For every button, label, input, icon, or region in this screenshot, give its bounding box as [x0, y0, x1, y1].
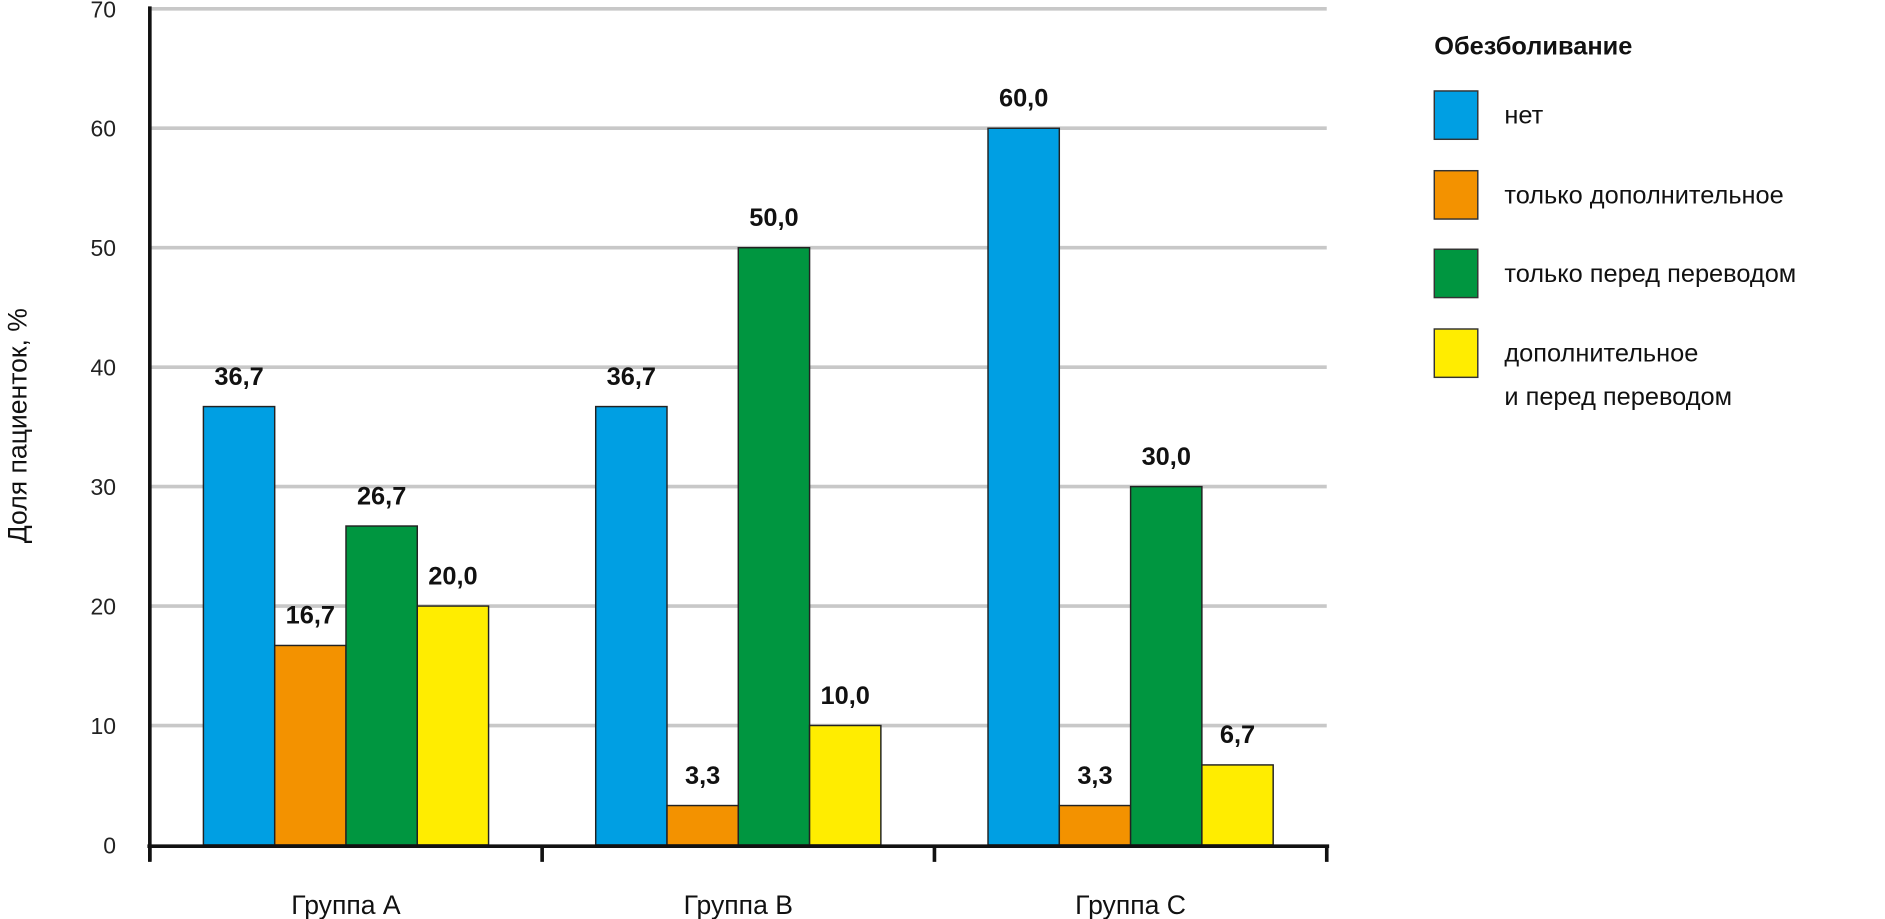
x-tick-label: Группа A: [291, 890, 401, 919]
data-label: 36,7: [607, 363, 656, 391]
legend-title: Обезболивание: [1434, 33, 1632, 61]
bars: [202, 127, 1274, 846]
bar: [1129, 485, 1203, 846]
bar: [666, 804, 740, 846]
bar: [1058, 804, 1132, 846]
data-label: 20,0: [428, 562, 477, 590]
legend-swatch: [1433, 90, 1479, 141]
y-tick-label: 70: [90, 0, 116, 22]
bar: [416, 605, 490, 846]
legend-label: и перед переводом: [1504, 383, 1732, 411]
y-tick-label: 40: [90, 355, 116, 381]
legend-label: только дополнительное: [1504, 181, 1783, 209]
x-tick-label: Группа C: [1075, 890, 1186, 919]
x-tick-labels: Группа A Группа B Группа C: [291, 890, 1186, 919]
data-label: 30,0: [1142, 443, 1191, 471]
data-label: 50,0: [749, 204, 798, 232]
legend-swatch: [1433, 328, 1479, 379]
data-label: 16,7: [286, 602, 335, 630]
data-label: 36,7: [214, 363, 263, 391]
bar: [737, 246, 811, 846]
data-label: 6,7: [1220, 721, 1255, 749]
x-axis-ticks: [148, 846, 1329, 862]
y-tick-label: 30: [90, 474, 116, 500]
y-tick-label: 20: [90, 594, 116, 620]
y-tick-label: 0: [103, 832, 116, 858]
y-tick-label: 10: [90, 713, 116, 739]
x-tick-label: Группа B: [684, 890, 793, 919]
data-label: 60,0: [999, 84, 1048, 112]
bar: [987, 127, 1061, 846]
legend-swatch: [1433, 169, 1479, 220]
y-tick-labels: 0 10 20 30 40 50 60 70: [90, 0, 116, 858]
bar: [594, 405, 668, 846]
y-tick-label: 50: [90, 235, 116, 261]
legend-label: нет: [1504, 102, 1543, 130]
data-label: 26,7: [357, 482, 406, 510]
bar: [345, 525, 419, 846]
bar: [808, 724, 882, 846]
data-labels: 36,7 16,7 26,7 20,0 36,7 3,3 50,0 10,0 60,0 3,3 30…: [214, 84, 1255, 789]
data-label: 3,3: [1077, 762, 1112, 790]
legend-label: дополнительное: [1504, 340, 1698, 368]
legend-swatch: [1433, 248, 1479, 299]
y-axis-label: Доля пациенток, %: [3, 308, 33, 543]
y-tick-label: 60: [90, 116, 116, 142]
data-label: 3,3: [685, 762, 720, 790]
bar: [202, 405, 276, 846]
legend: Обезболивание нет только дополнительное то…: [1433, 33, 1796, 411]
legend-label: только перед переводом: [1504, 260, 1796, 288]
bar: [273, 644, 347, 846]
data-label: 10,0: [821, 682, 870, 710]
bar: [1201, 764, 1274, 846]
